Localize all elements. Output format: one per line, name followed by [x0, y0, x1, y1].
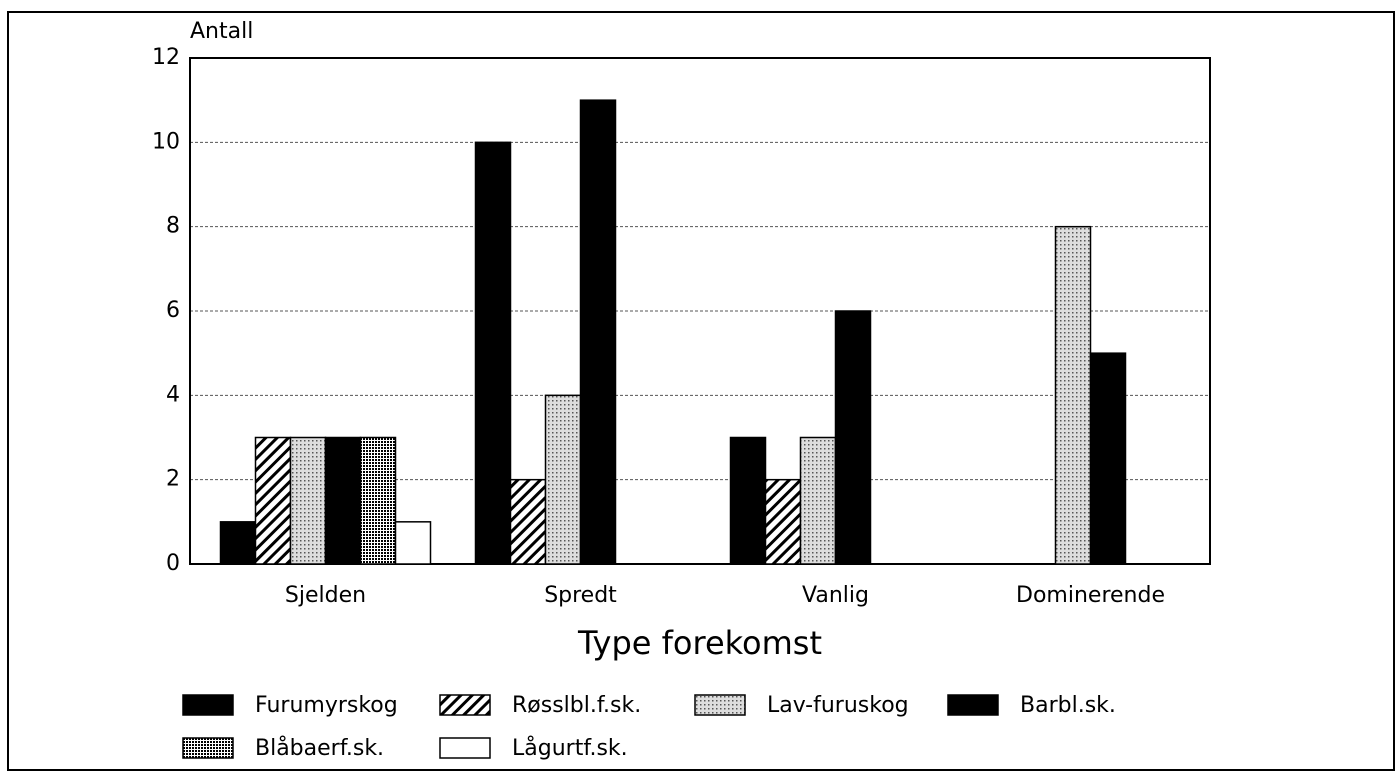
bar: [289, 436, 327, 565]
x-tick-label: Sjelden: [285, 583, 366, 608]
bar: [509, 478, 547, 565]
legend-swatch: [694, 694, 746, 716]
bar: [544, 394, 582, 565]
y-tick-label: 6: [166, 298, 180, 323]
legend-swatch: [182, 737, 234, 759]
bar: [729, 436, 767, 565]
y-tick-label: 2: [166, 467, 180, 492]
bar: [1089, 352, 1127, 565]
legend-swatch: [947, 694, 999, 716]
plot-area: [189, 57, 1211, 565]
legend-swatch: [439, 737, 491, 759]
y-axis-label: Antall: [190, 19, 253, 44]
legend-swatch: [182, 694, 234, 716]
bar: [764, 478, 802, 565]
y-tick-label: 0: [166, 551, 180, 576]
bar: [799, 436, 837, 565]
bar: [1054, 225, 1092, 565]
legend-label: Barbl.sk.: [1020, 693, 1116, 718]
legend-label: Furumyrskog: [255, 693, 398, 718]
legend-label: Lågurtf.sk.: [512, 735, 628, 761]
bar: [834, 310, 872, 565]
bar: [579, 99, 617, 565]
y-tick-label: 10: [152, 129, 180, 154]
bar: [359, 436, 397, 565]
x-tick-label: Spredt: [544, 583, 617, 608]
legend-swatch: [439, 694, 491, 716]
y-tick-label: 8: [166, 214, 180, 239]
bar: [474, 141, 512, 565]
x-tick-label: Dominerende: [1016, 583, 1165, 608]
x-tick-label: Vanlig: [802, 583, 869, 608]
legend-label: Lav-furuskog: [767, 693, 909, 718]
frame: [7, 11, 1395, 771]
bar: [394, 521, 432, 565]
legend-label: Blåbaerf.sk.: [255, 735, 384, 761]
y-tick-label: 4: [166, 382, 180, 407]
bar: [254, 436, 292, 565]
x-axis-label: Type forekomst: [577, 624, 822, 662]
bar: [324, 436, 362, 565]
legend-label: Røsslbl.f.sk.: [512, 693, 641, 718]
y-tick-label: 12: [152, 45, 180, 70]
bar: [219, 521, 257, 565]
